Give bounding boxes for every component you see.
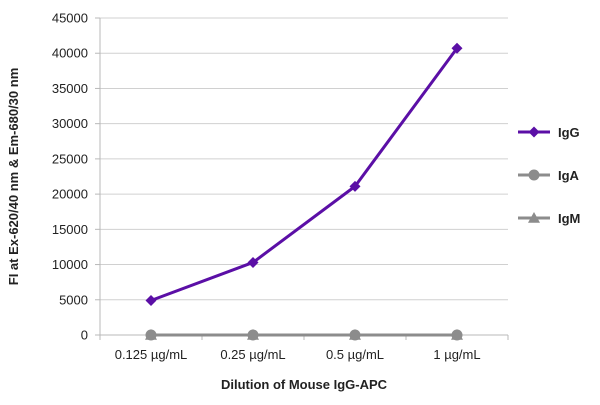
y-tick-label: 10000: [52, 257, 88, 272]
legend: IgG IgA IgM: [518, 125, 580, 226]
x-tick-labels: 0.125 µg/mL 0.25 µg/mL 0.5 µg/mL 1 µg/mL: [115, 347, 481, 362]
series-iga: [145, 329, 463, 341]
y-tick-label: 45000: [52, 11, 88, 26]
x-tick-label: 0.25 µg/mL: [220, 347, 285, 362]
y-tick-label: 30000: [52, 116, 88, 131]
data-point-iga: [145, 329, 157, 341]
legend-label: IgA: [558, 168, 580, 183]
legend-item-igm: IgM: [518, 211, 580, 226]
legend-label: IgM: [558, 211, 580, 226]
x-axis-title: Dilution of Mouse IgG-APC: [221, 377, 388, 392]
legend-item-iga: IgA: [518, 168, 580, 183]
data-point-igg: [349, 180, 361, 192]
y-tick-label: 25000: [52, 151, 88, 166]
gridlines: [100, 17, 508, 301]
y-tick-labels: 0 5000 10000 15000 20000 25000 30000 35000 40000…: [52, 11, 88, 343]
y-tick-label: 35000: [52, 81, 88, 96]
y-tick-label: 0: [81, 328, 88, 343]
legend-marker: [528, 126, 540, 138]
legend-marker: [528, 212, 540, 223]
x-tick-label: 0.5 µg/mL: [326, 347, 384, 362]
legend-marker: [528, 169, 540, 181]
data-point-igg: [145, 294, 157, 306]
x-tick-label: 0.125 µg/mL: [115, 347, 188, 362]
series-igg: [145, 42, 463, 306]
data-point-iga: [247, 329, 259, 341]
y-tick-label: 15000: [52, 222, 88, 237]
x-tick-label: 1 µg/mL: [433, 347, 480, 362]
data-point-iga: [349, 329, 361, 341]
y-axis-title: FI at Ex-620/40 nm & Em-680/30 nm: [6, 68, 21, 285]
y-tick-label: 40000: [52, 46, 88, 61]
series-line-igg: [150, 47, 459, 302]
axes: [95, 17, 509, 340]
legend-item-igg: IgG: [518, 125, 580, 140]
data-point-igg: [247, 256, 259, 268]
data-point-igg: [451, 42, 463, 54]
y-tick-label: 20000: [52, 187, 88, 202]
series: [145, 42, 463, 341]
data-point-iga: [451, 329, 463, 341]
legend-label: IgG: [558, 125, 580, 140]
y-tick-label: 5000: [59, 292, 88, 307]
